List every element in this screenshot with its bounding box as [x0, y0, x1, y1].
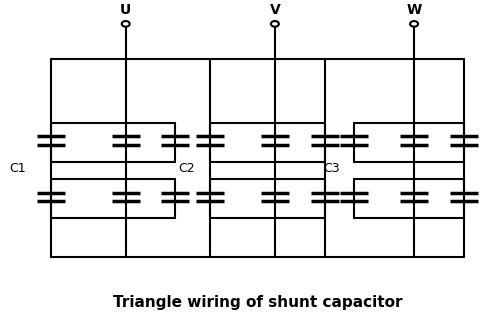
- Text: W: W: [406, 3, 422, 17]
- Text: V: V: [270, 3, 280, 17]
- Text: C2: C2: [178, 162, 196, 175]
- Text: C3: C3: [323, 162, 340, 175]
- Text: Triangle wiring of shunt capacitor: Triangle wiring of shunt capacitor: [112, 295, 402, 310]
- Text: C1: C1: [10, 162, 26, 175]
- Text: U: U: [120, 3, 132, 17]
